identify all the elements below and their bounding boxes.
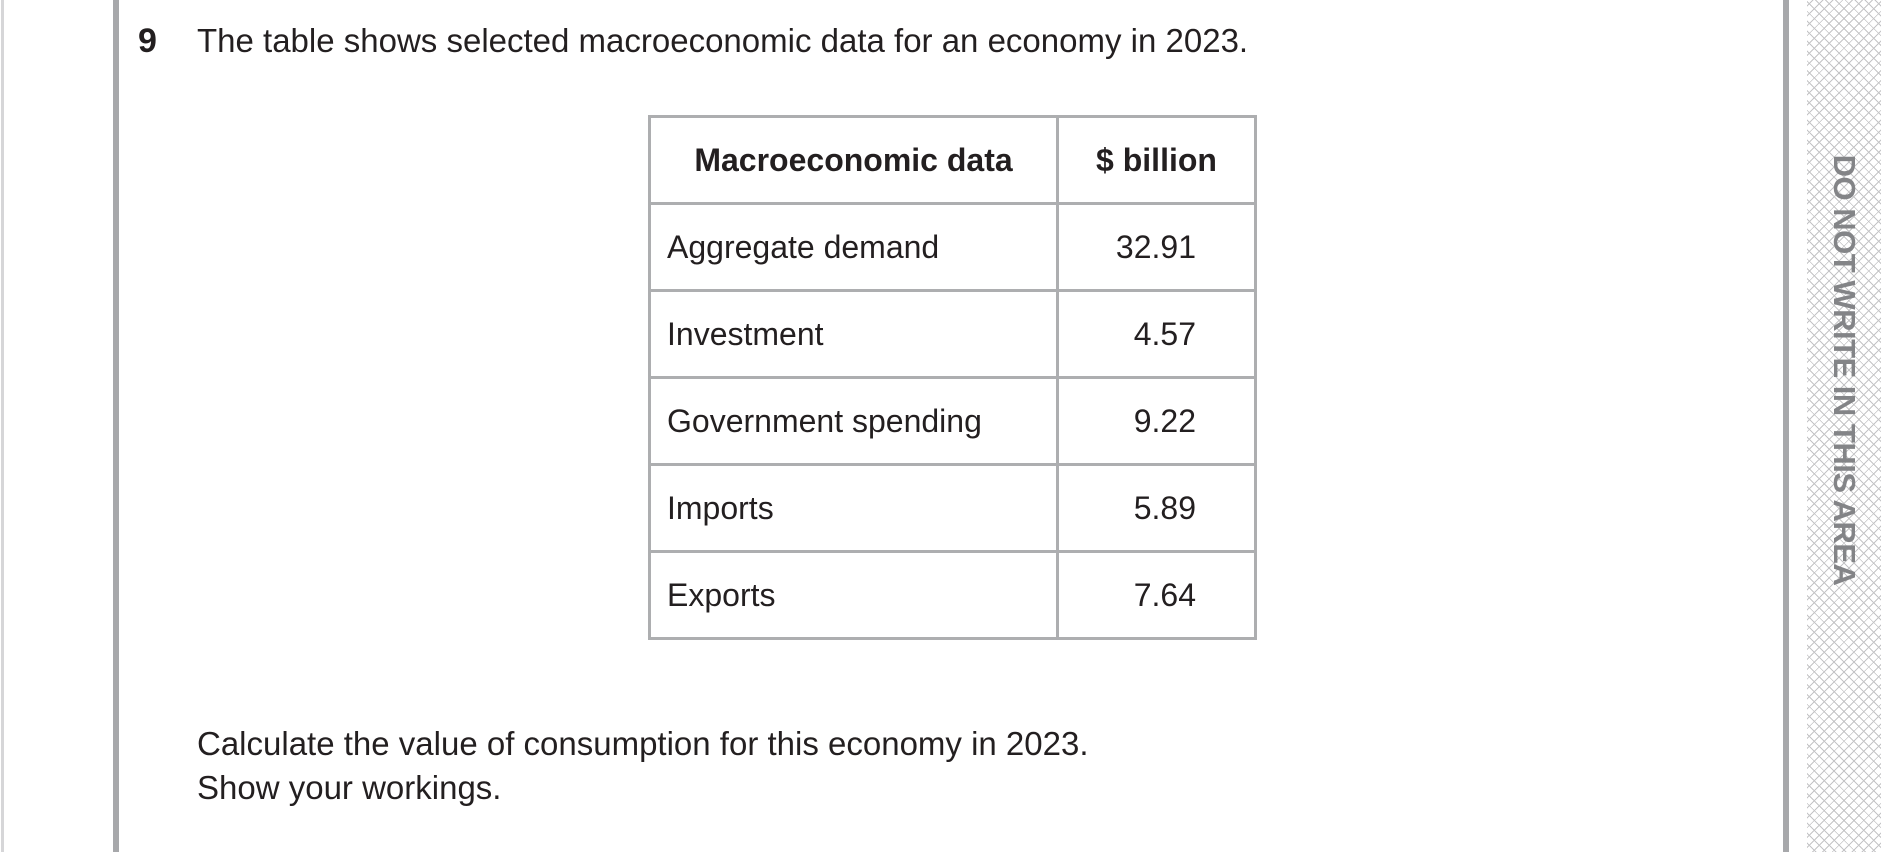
question-instructions: Calculate the value of consumption for t… [197, 722, 1089, 810]
row-value: 7.64 [1056, 550, 1257, 640]
right-margin-bar [1783, 0, 1789, 852]
row-label: Aggregate demand [648, 202, 1059, 292]
row-value: 4.57 [1056, 289, 1257, 379]
row-value: 32.91 [1056, 202, 1257, 292]
table-row: Imports 5.89 [648, 463, 1257, 553]
page-edge-line [1, 0, 4, 852]
header-macroeconomic-data: Macroeconomic data [648, 115, 1059, 205]
row-value: 9.22 [1056, 376, 1257, 466]
row-value: 5.89 [1056, 463, 1257, 553]
question-text: The table shows selected macroeconomic d… [197, 22, 1249, 59]
table-row: Exports 7.64 [648, 550, 1257, 640]
table-row: Government spending 9.22 [648, 376, 1257, 466]
left-margin-bar [113, 0, 119, 852]
row-label: Investment [648, 289, 1059, 379]
question-number: 9 [138, 22, 157, 60]
table-row: Investment 4.57 [648, 289, 1257, 379]
instruction-calculate: Calculate the value of consumption for t… [197, 725, 1089, 762]
header-billion: $ billion [1056, 115, 1257, 205]
row-label: Imports [648, 463, 1059, 553]
no-write-hatched-strip [1807, 0, 1881, 852]
macroeconomic-data-table: Macroeconomic data $ billion Aggregate d… [648, 115, 1257, 640]
table-header-row: Macroeconomic data $ billion [648, 115, 1257, 205]
table-row: Aggregate demand 32.91 [648, 202, 1257, 292]
row-label: Exports [648, 550, 1059, 640]
row-label: Government spending [648, 376, 1059, 466]
instruction-workings: Show your workings. [197, 769, 502, 806]
margin-notice: DO NOT WRITE IN THIS AREA [1827, 154, 1862, 586]
